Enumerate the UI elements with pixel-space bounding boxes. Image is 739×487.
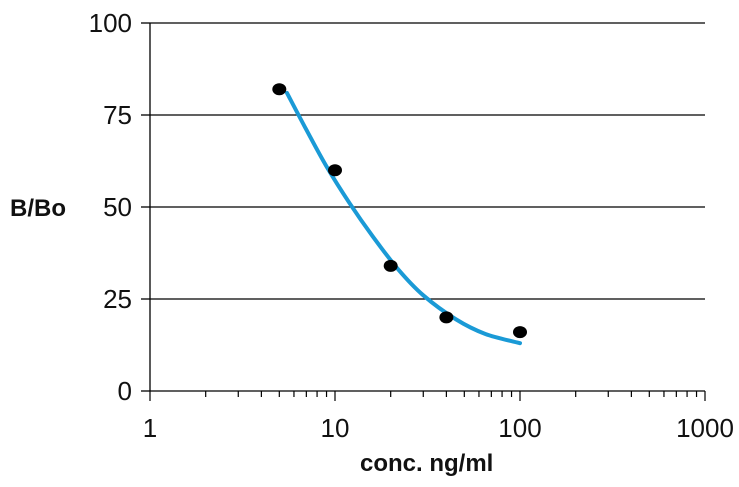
y-tick-label: 25 [103,284,132,314]
y-tick-label: 0 [118,376,132,406]
fit-curve-line [284,90,522,346]
fit-curve [284,90,522,346]
data-point [328,164,342,177]
data-points [272,83,527,339]
data-point [272,83,287,96]
x-tick-label: 1000 [676,413,734,443]
y-tick-label: 75 [103,100,132,130]
data-point [439,311,454,324]
x-tick-label: 10 [321,413,350,443]
x-axis-label: conc. ng/ml [360,450,494,477]
y-tick-label: 100 [89,8,132,38]
tick-labels: 0 25 50 75 100 1 10 100 1000 [89,8,734,443]
x-tick-label: 1 [143,413,157,443]
y-tick-label: 50 [103,192,132,222]
data-point [513,326,527,339]
axes [141,22,706,401]
data-point [383,259,398,272]
y-axis-label: B/Bo [10,195,66,222]
x-tick-label: 100 [498,413,541,443]
grid-lines [150,22,705,300]
